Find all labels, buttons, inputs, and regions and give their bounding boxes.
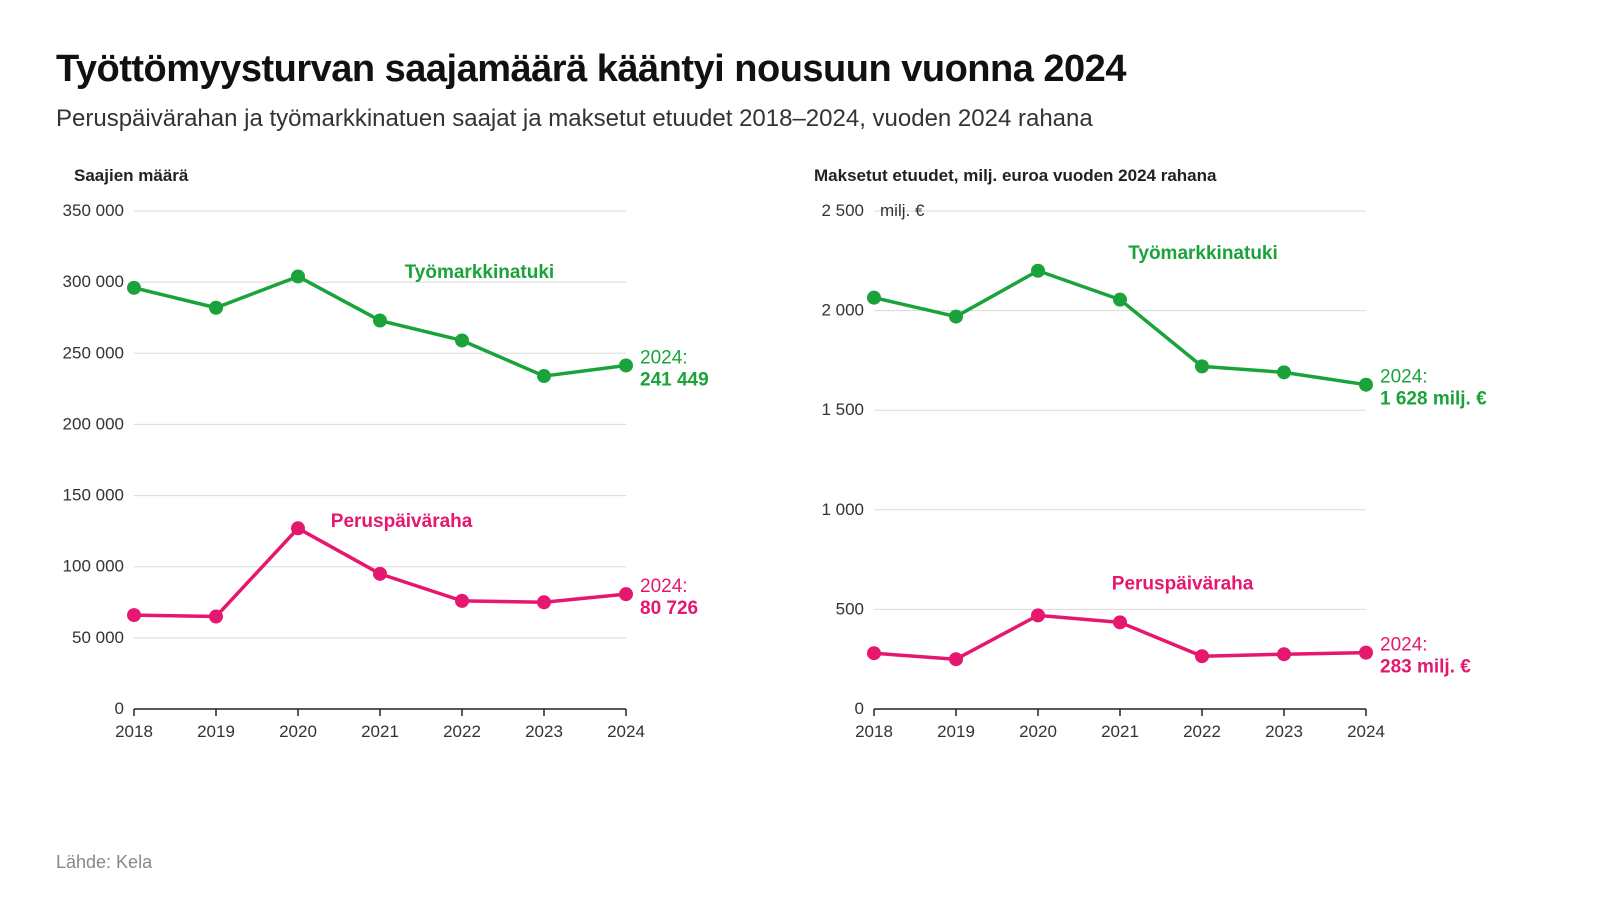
series-marker-tyomarkkinatuki bbox=[1113, 293, 1127, 307]
x-tick-label: 2020 bbox=[279, 722, 317, 741]
series-marker-tyomarkkinatuki bbox=[209, 301, 223, 315]
series-marker-tyomarkkinatuki bbox=[291, 269, 305, 283]
x-tick-label: 2024 bbox=[607, 722, 645, 741]
recipients-svg: 0 50 000 100 000 150 000 200 000 250 000 300 0… bbox=[56, 161, 756, 761]
charts-row: 0 50 000 100 000 150 000 200 000 250 000 300 0… bbox=[56, 161, 1545, 761]
chart-panel-payments: 0 500 1 000 1 500 2 000 2 500 milj. € 2018 2019 2… bbox=[796, 161, 1496, 761]
x-tick-label: 2022 bbox=[1183, 722, 1221, 741]
x-tick-label: 2021 bbox=[1101, 722, 1139, 741]
end-label-bottom-tyomarkkinatuki: 1 628 milj. € bbox=[1380, 389, 1487, 410]
x-tick-label: 2022 bbox=[443, 722, 481, 741]
payments-svg: 0 500 1 000 1 500 2 000 2 500 milj. € 2018 2019 2… bbox=[796, 161, 1496, 761]
y-tick-label: 200 000 bbox=[63, 414, 124, 433]
series-marker-tyomarkkinatuki bbox=[127, 281, 141, 295]
end-label-bottom-tyomarkkinatuki: 241 449 bbox=[640, 369, 709, 390]
series-marker-peruspaivaraha bbox=[373, 567, 387, 581]
series-line-tyomarkkinatuki bbox=[874, 271, 1366, 385]
series-label-tyomarkkinatuki: Työmarkkinatuki bbox=[1128, 243, 1278, 264]
series-marker-peruspaivaraha bbox=[1113, 615, 1127, 629]
panel-title: Maksetut etuudet, milj. euroa vuoden 202… bbox=[814, 166, 1217, 185]
x-tick-label: 2018 bbox=[115, 722, 153, 741]
y-tick-label: 0 bbox=[855, 699, 864, 718]
x-tick-label: 2019 bbox=[937, 722, 975, 741]
series-marker-tyomarkkinatuki bbox=[949, 310, 963, 324]
chart-panel-recipients: 0 50 000 100 000 150 000 200 000 250 000 300 0… bbox=[56, 161, 756, 761]
end-label-top-peruspaivaraha: 2024: bbox=[640, 576, 688, 597]
y-tick-label: 100 000 bbox=[63, 557, 124, 576]
y-tick-label: 150 000 bbox=[63, 486, 124, 505]
x-tick-label: 2023 bbox=[1265, 722, 1303, 741]
x-tick-label: 2021 bbox=[361, 722, 399, 741]
series-marker-tyomarkkinatuki bbox=[455, 333, 469, 347]
x-tick-label: 2024 bbox=[1347, 722, 1385, 741]
series-marker-peruspaivaraha bbox=[619, 587, 633, 601]
series-marker-peruspaivaraha bbox=[455, 594, 469, 608]
y-tick-label: 350 000 bbox=[63, 201, 124, 220]
y-tick-label: 50 000 bbox=[72, 628, 124, 647]
end-label-top-tyomarkkinatuki: 2024: bbox=[640, 347, 688, 368]
y-tick-label: 0 bbox=[115, 699, 124, 718]
y-tick-label: 300 000 bbox=[63, 272, 124, 291]
series-marker-tyomarkkinatuki bbox=[1277, 365, 1291, 379]
y-tick-label: 500 bbox=[836, 599, 864, 618]
y-tick-label: 2 000 bbox=[821, 301, 864, 320]
source-label: Lähde: Kela bbox=[56, 852, 152, 873]
series-marker-tyomarkkinatuki bbox=[867, 291, 881, 305]
series-marker-tyomarkkinatuki bbox=[537, 369, 551, 383]
series-marker-tyomarkkinatuki bbox=[619, 358, 633, 372]
series-label-peruspaivaraha: Peruspäiväraha bbox=[331, 511, 473, 532]
series-marker-tyomarkkinatuki bbox=[1195, 359, 1209, 373]
series-marker-peruspaivaraha bbox=[127, 608, 141, 622]
series-marker-peruspaivaraha bbox=[1195, 649, 1209, 663]
end-label-top-peruspaivaraha: 2024: bbox=[1380, 635, 1428, 656]
y-tick-label: 1 500 bbox=[821, 400, 864, 419]
x-tick-label: 2018 bbox=[855, 722, 893, 741]
y-tick-label: 1 000 bbox=[821, 500, 864, 519]
x-tick-label: 2020 bbox=[1019, 722, 1057, 741]
page-subtitle: Peruspäivärahan ja työmarkkinatuen saaja… bbox=[56, 105, 1545, 133]
series-marker-peruspaivaraha bbox=[867, 646, 881, 660]
end-label-bottom-peruspaivaraha: 283 milj. € bbox=[1380, 657, 1471, 678]
series-marker-tyomarkkinatuki bbox=[1031, 264, 1045, 278]
end-label-bottom-peruspaivaraha: 80 726 bbox=[640, 598, 698, 619]
series-marker-peruspaivaraha bbox=[1277, 647, 1291, 661]
series-marker-peruspaivaraha bbox=[537, 595, 551, 609]
x-tick-label: 2019 bbox=[197, 722, 235, 741]
y-unit-label: milj. € bbox=[880, 201, 925, 220]
y-tick-label: 250 000 bbox=[63, 343, 124, 362]
x-tick-label: 2023 bbox=[525, 722, 563, 741]
series-marker-tyomarkkinatuki bbox=[1359, 378, 1373, 392]
series-marker-peruspaivaraha bbox=[291, 521, 305, 535]
series-label-peruspaivaraha: Peruspäiväraha bbox=[1112, 573, 1254, 594]
series-marker-tyomarkkinatuki bbox=[373, 314, 387, 328]
series-label-tyomarkkinatuki: Työmarkkinatuki bbox=[405, 262, 555, 283]
end-label-top-tyomarkkinatuki: 2024: bbox=[1380, 367, 1428, 388]
panel-title: Saajien määrä bbox=[74, 166, 189, 185]
series-marker-peruspaivaraha bbox=[209, 610, 223, 624]
y-tick-label: 2 500 bbox=[821, 201, 864, 220]
series-marker-peruspaivaraha bbox=[949, 652, 963, 666]
series-marker-peruspaivaraha bbox=[1359, 646, 1373, 660]
page-title: Työttömyysturvan saajamäärä kääntyi nous… bbox=[56, 48, 1545, 91]
series-marker-peruspaivaraha bbox=[1031, 608, 1045, 622]
